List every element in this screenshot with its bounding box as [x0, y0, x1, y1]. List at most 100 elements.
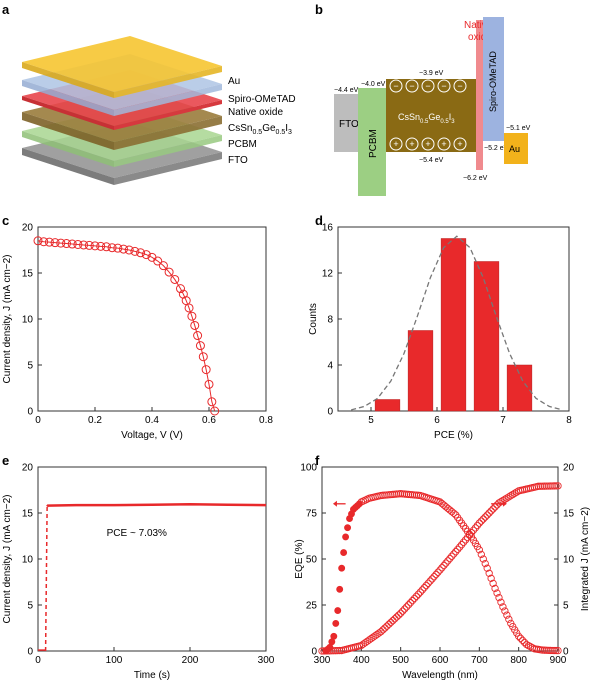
pcbm-band	[358, 88, 386, 196]
layer-spiro-side2	[114, 84, 222, 116]
y-tick-label: 75	[306, 509, 318, 520]
layer-fto-side2	[114, 152, 222, 185]
hole-sign-1: +	[409, 139, 414, 149]
pcbm-label: PCBM	[368, 129, 379, 158]
jv-data-point	[195, 341, 205, 351]
integrated-j-data-point	[450, 550, 458, 558]
perovskite-cb-energy: −3.9 eV	[419, 70, 444, 77]
hole-4	[453, 137, 467, 151]
au-energy: −5.1 eV	[506, 125, 531, 132]
integrated-j-data-point	[383, 622, 391, 630]
x-tick-label: 0.6	[202, 415, 216, 426]
panel-label-f: f	[315, 453, 320, 468]
integrated-j-data-point	[540, 482, 548, 490]
integrated-j-data-point	[328, 647, 336, 655]
integrated-j-data-point	[497, 498, 505, 506]
jv-data-point	[56, 238, 66, 248]
x-tick-label: 700	[471, 655, 488, 666]
y-axis-label: EQE (%)	[294, 539, 305, 578]
panel-label-a: a	[2, 2, 10, 17]
y-tick-label: 16	[322, 223, 334, 234]
layer-au	[22, 36, 222, 92]
x-tick-label: 0.2	[88, 415, 102, 426]
electron-sign-2: −	[425, 81, 430, 91]
jv-data-point	[50, 238, 60, 248]
fto-band	[334, 94, 358, 152]
layer-label-spiro: Spiro-OMeTAD	[228, 94, 296, 105]
y-tick-label: 5	[27, 361, 33, 372]
jv-data-point	[153, 256, 163, 266]
x-tick-label: 6	[434, 415, 440, 426]
integrated-j-data-point	[400, 605, 409, 613]
y-tick-label: 4	[327, 361, 333, 372]
stabilized-current-plot: 0 100 200 300 0 5 10 15 20 Time (s) Current densit…	[2, 463, 275, 682]
y2-tick-label: 10	[563, 555, 575, 566]
eqe-data-point	[487, 574, 495, 582]
spiro-energy: −5.2 eV	[484, 145, 509, 152]
y-tick-label: 100	[300, 463, 317, 474]
jv-data-point	[39, 237, 49, 247]
histogram-bar	[473, 261, 500, 412]
integrated-j-data-point	[461, 536, 470, 544]
y2-tick-label: 20	[563, 463, 575, 474]
integrated-j-data-point	[387, 618, 395, 627]
integrated-j-data-point	[330, 647, 338, 655]
integrated-j-data-point	[397, 609, 405, 617]
integrated-j-data-point	[332, 647, 340, 655]
y-tick-label: 20	[22, 223, 34, 234]
y2-tick-label: 5	[563, 601, 569, 612]
jv-data-point	[96, 241, 106, 251]
y-axis-label: Counts	[308, 303, 319, 335]
integrated-j-data-point	[511, 489, 519, 497]
eqe-data-point	[450, 509, 458, 517]
eqe-data-point	[332, 619, 340, 627]
panel-label-e: e	[2, 453, 9, 468]
x-tick-label: 0	[35, 655, 41, 666]
integrated-j-data-point	[538, 482, 546, 490]
eqe-axis-arrowhead	[333, 500, 337, 507]
integrated-j-data-point	[463, 533, 472, 542]
eqe-data-point	[483, 564, 491, 572]
eqe-data-point	[481, 559, 489, 568]
integrated-j-data-point	[381, 624, 389, 632]
integrated-j-data-point	[495, 499, 503, 507]
integrated-j-data-point	[406, 599, 415, 607]
eqe-data-point	[344, 524, 352, 532]
jv-data-point	[187, 311, 197, 321]
jv-data-point	[176, 284, 185, 294]
y-axis-label: Current density, J (mA cm−2)	[2, 254, 13, 383]
eqe-data-point	[338, 564, 346, 572]
integrated-j-data-point	[456, 543, 464, 551]
eqe-data-point	[516, 634, 525, 642]
jv-data-point	[119, 244, 128, 254]
eqe-data-point	[503, 611, 511, 619]
gaussian-fit-line	[351, 235, 563, 411]
integrated-j-data-point	[410, 594, 419, 603]
jv-data-point	[124, 245, 134, 255]
hole-sign-0: +	[393, 139, 398, 149]
electron-3	[437, 79, 451, 93]
integrated-j-data-point	[481, 513, 489, 521]
y2-tick-label: 0	[563, 647, 569, 658]
integrated-j-data-point	[457, 540, 466, 549]
eqe-data-point	[554, 646, 562, 655]
integrated-j-data-point	[322, 647, 330, 655]
jv-series-line	[37, 240, 216, 412]
hole-2	[421, 137, 435, 151]
integrated-j-data-point	[422, 581, 430, 590]
histogram-bar	[407, 330, 434, 412]
integrated-j-data-point	[479, 515, 487, 523]
integrated-j-data-point	[542, 482, 550, 490]
y-tick-label: 50	[306, 555, 318, 566]
y-tick-label: 0	[311, 647, 317, 658]
integrated-j-data-point	[324, 647, 332, 655]
integrated-j-data-point	[507, 492, 515, 500]
electron-sign-4: −	[457, 81, 462, 91]
integrated-j-data-point	[552, 482, 560, 490]
jv-data-point	[62, 239, 71, 249]
integrated-j-data-point	[434, 568, 442, 576]
integrated-j-data-point	[395, 611, 403, 619]
integrated-j-data-point	[318, 647, 326, 655]
integrated-j-data-point	[438, 564, 446, 572]
x-tick-label: 100	[106, 655, 123, 666]
